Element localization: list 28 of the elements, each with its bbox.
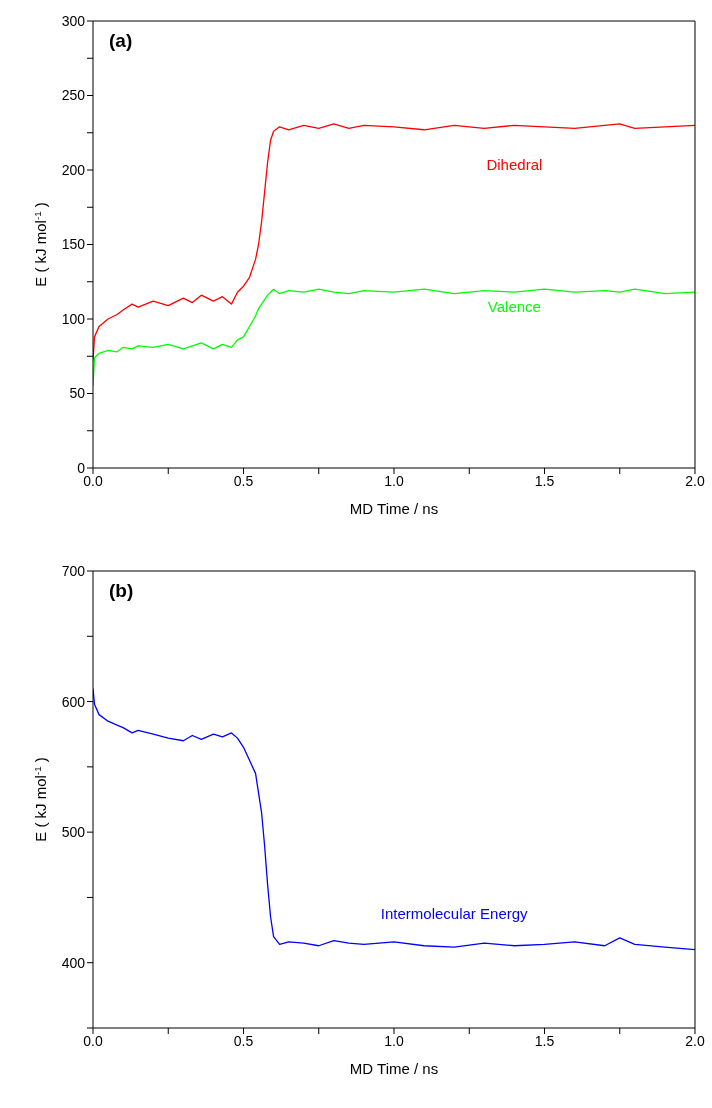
x-tick-label: 1.0 (384, 1032, 404, 1049)
y-tick-label: 200 (61, 161, 86, 178)
y-tick-label: 500 (61, 824, 86, 841)
y-tick-label: 700 (61, 562, 86, 579)
x-tick-label: 1.0 (384, 472, 404, 489)
y-tick-label: 600 (61, 693, 86, 710)
x-tick-label: 0.5 (233, 1032, 254, 1049)
x-tick-label: 1.5 (534, 1032, 555, 1049)
text: (b) (109, 580, 134, 601)
x-axis-title: MD Time / ns (349, 1060, 439, 1077)
y-tick-label: 250 (61, 87, 86, 104)
y-tick-label: 0 (77, 459, 86, 476)
series-label: Valence (487, 298, 541, 316)
y-tick-label: 100 (61, 310, 86, 327)
series-label: Intermolecular Energy (380, 905, 529, 923)
y-tick-label: 400 (61, 954, 86, 971)
series-label: Dihedral (486, 156, 543, 174)
x-axis-title: MD Time / ns (349, 500, 439, 517)
y-tick-label: 300 (61, 12, 86, 29)
text: (a) (109, 30, 133, 51)
x-tick-label: 1.5 (534, 472, 555, 489)
y-tick-label: 150 (61, 236, 86, 253)
x-tick-label: 2.0 (685, 1032, 705, 1049)
x-tick-label: 2.0 (685, 472, 705, 489)
y-tick-label: 50 (69, 385, 86, 402)
x-tick-label: 0.5 (233, 472, 254, 489)
x-tick-label: 0.0 (83, 1032, 103, 1049)
x-tick-label: 0.0 (83, 472, 103, 489)
